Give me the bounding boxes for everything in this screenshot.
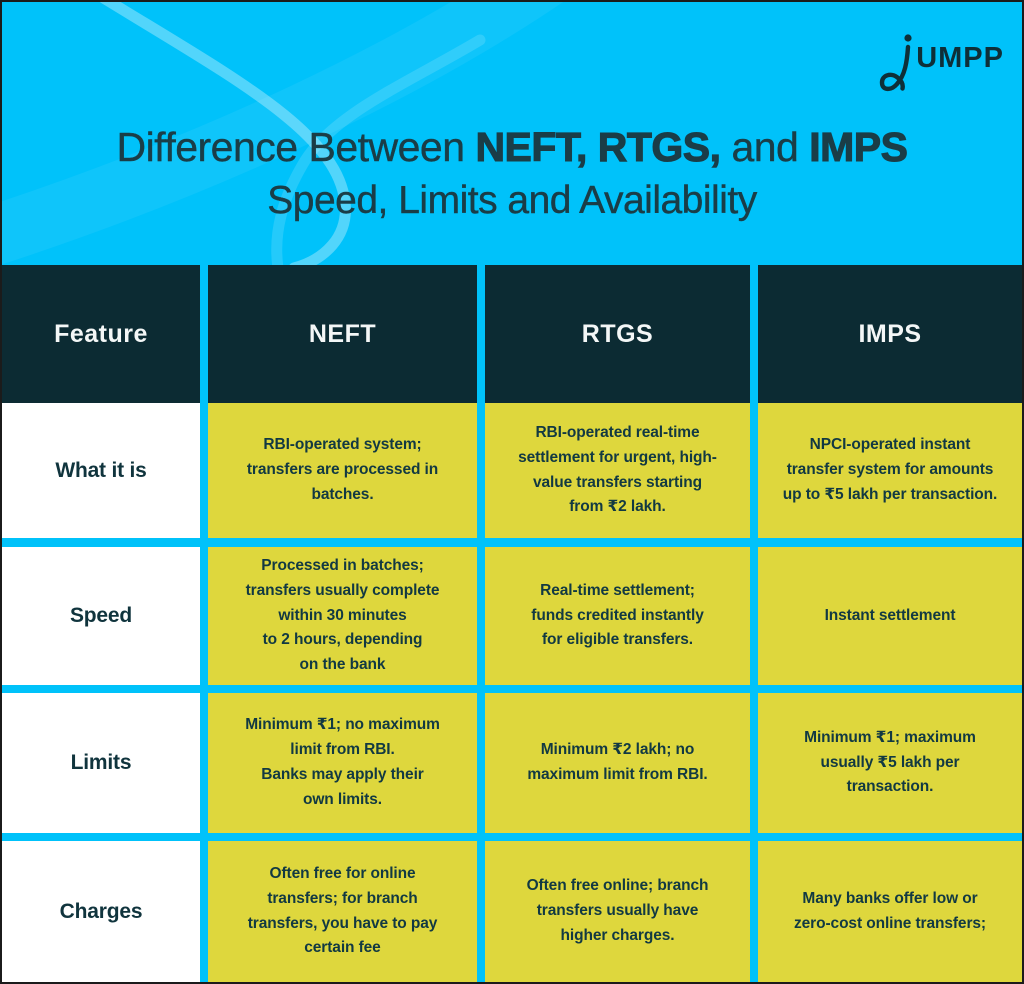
page-subtitle: Speed, Limits and Availability [267,179,757,222]
header-cell-feature: Feature [2,265,200,403]
header-cell-imps: IMPS [758,265,1022,403]
title-mid: and [731,124,799,170]
comparison-table: Feature NEFT RTGS IMPS What it is RBI-op… [2,265,1022,982]
cell-charges-neft: Often free for online transfers; for bra… [208,841,477,982]
title-bold-imps: IMPS [809,123,909,170]
header-band: UMPP Difference Between NEFT, RTGS, and … [2,2,1022,265]
cell-charges-rtgs: Often free online; branch transfers usua… [485,841,750,982]
title-prefix: Difference Between [116,124,465,170]
cell-limits-rtgs: Minimum ₹2 lakh; no maximum limit from R… [485,693,750,833]
cell-charges-imps: Many banks offer low or zero-cost online… [758,841,1022,982]
cell-speed-neft: Processed in batches; transfers usually … [208,547,477,685]
header-cell-neft: NEFT [208,265,477,403]
jumpp-logo: UMPP [878,28,1004,100]
cell-what-it-is-imps: NPCI-operated instant transfer system fo… [758,403,1022,538]
page-title: Difference Between NEFT, RTGS, and IMPS [2,123,1022,171]
page-title-block: Difference Between NEFT, RTGS, and IMPS … [2,123,1022,223]
jumpp-logo-text: UMPP [916,42,1004,74]
row-label-charges: Charges [2,841,200,982]
cell-speed-rtgs: Real-time settlement; funds credited ins… [485,547,750,685]
header-cell-rtgs: RTGS [485,265,750,403]
cell-speed-imps: Instant settlement [758,547,1022,685]
row-label-speed: Speed [2,547,200,685]
cell-what-it-is-rtgs: RBI-operated real-time settlement for ur… [485,403,750,538]
cell-limits-imps: Minimum ₹1; maximum usually ₹5 lakh per … [758,693,1022,833]
cell-what-it-is-neft: RBI-operated system; transfers are proce… [208,403,477,538]
row-label-what-it-is: What it is [2,403,200,538]
row-label-limits: Limits [2,693,200,833]
cell-limits-neft: Minimum ₹1; no maximum limit from RBI. B… [208,693,477,833]
title-bold-neft-rtgs: NEFT, RTGS, [475,123,722,170]
jumpp-logo-j-icon [880,34,912,92]
